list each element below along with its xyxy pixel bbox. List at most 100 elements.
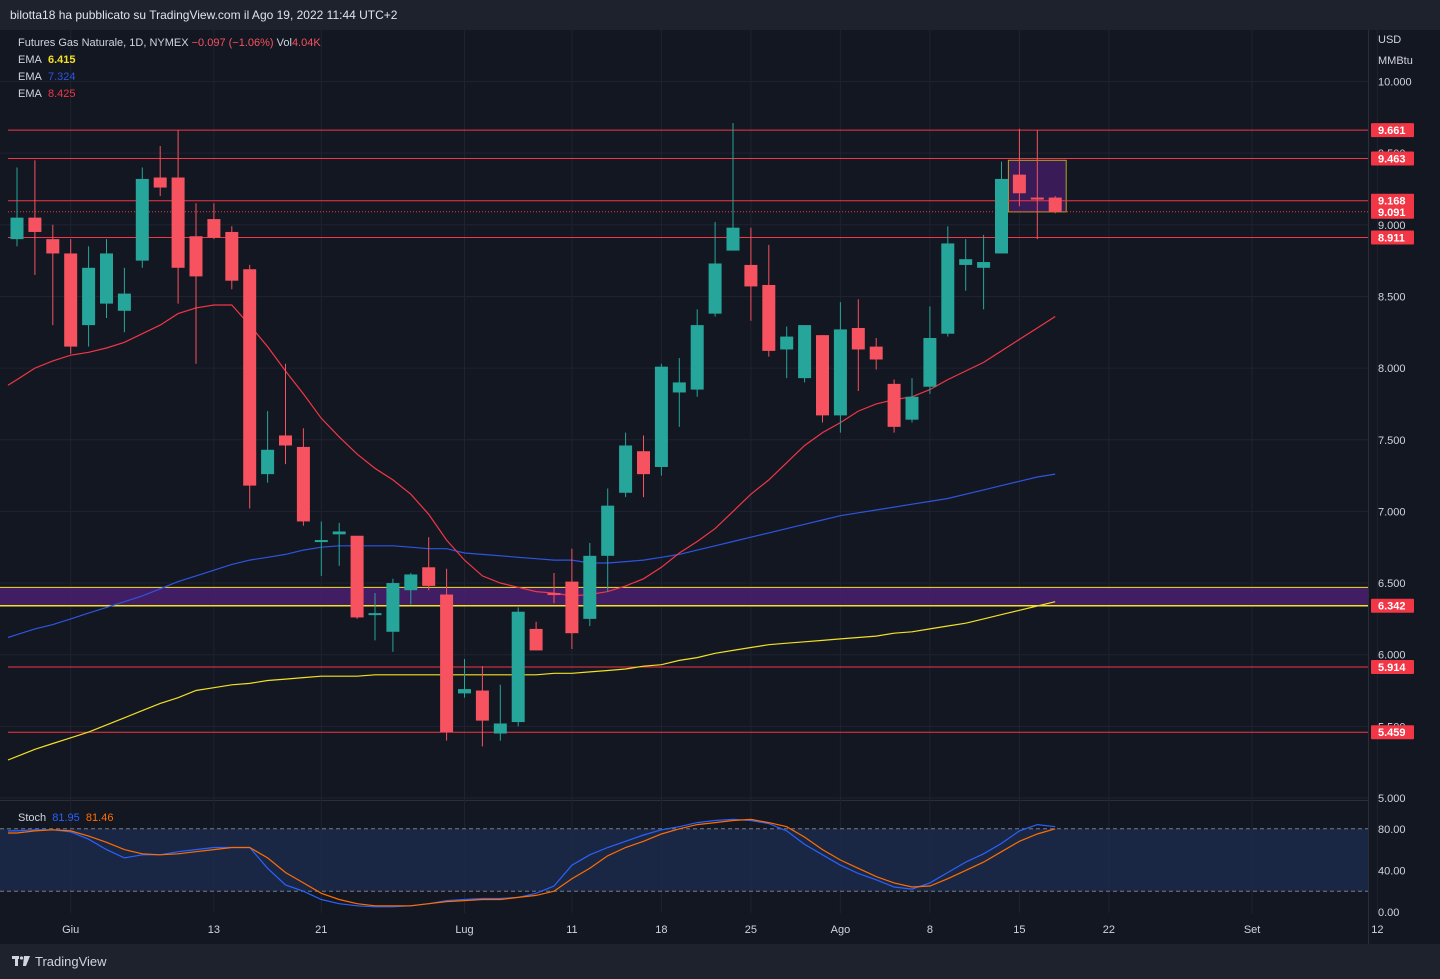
level-tag: 9.463 [1378, 153, 1406, 165]
candle [28, 160, 42, 275]
candle-body [117, 293, 131, 311]
currency-label: USD [1378, 34, 1402, 46]
candle-body [225, 231, 239, 281]
candle-body [583, 555, 597, 619]
candle [708, 221, 722, 317]
stoch-tick-label: 0.00 [1378, 907, 1399, 919]
candle-body [708, 263, 722, 314]
candle [941, 226, 955, 337]
candle [995, 161, 1008, 254]
level-tag-bg [1371, 725, 1414, 740]
zone-tag-bg [1371, 598, 1414, 613]
level-tag-bg [1371, 230, 1414, 245]
candle [82, 246, 96, 347]
ema-label: EMA [18, 88, 42, 100]
candle-body [475, 690, 489, 721]
candle [851, 299, 865, 392]
candle-body [995, 178, 1008, 254]
ema-value-1: 6.415 [47, 54, 76, 66]
candle [905, 378, 919, 423]
candle [583, 542, 597, 627]
candle-body [386, 583, 400, 632]
unit-label: MMBtu [1378, 55, 1413, 67]
last-price-tag-bg [1371, 204, 1414, 219]
stoch-tick-label: 80.00 [1378, 824, 1406, 836]
chart-area[interactable]: 10.0009.5009.0008.5008.0007.5007.0006.50… [0, 30, 1440, 944]
candle-body [440, 594, 454, 733]
candle-body [100, 253, 113, 304]
stoch-band [0, 828, 1368, 892]
support-zone [0, 587, 1368, 606]
stoch-tick-label: 40.00 [1378, 865, 1406, 877]
stoch-k-line [8, 818, 1056, 908]
candle [833, 302, 847, 433]
y-tick-label: 5.000 [1378, 793, 1406, 805]
candle [869, 338, 883, 370]
candle-body [887, 383, 901, 427]
x-tick-label: Giu [62, 924, 79, 936]
candle [601, 488, 615, 592]
candle [135, 167, 149, 268]
footer-bar [0, 944, 1440, 979]
stoch-d-value: 81.46 [85, 812, 114, 824]
candle-body [332, 531, 346, 535]
y-tick-label: 10.000 [1378, 77, 1412, 89]
candle-body [869, 346, 883, 360]
candle-body [726, 227, 740, 251]
price-pane [0, 30, 1368, 800]
volume-value: 4.04K [291, 37, 321, 49]
candle-body [851, 327, 865, 350]
y-tick-label: 7.500 [1378, 435, 1406, 447]
x-tick-label: 11 [566, 924, 577, 936]
level-tag-bg [1371, 193, 1414, 208]
candle [798, 325, 812, 383]
x-tick-label: Set [1244, 924, 1261, 936]
candle-body [672, 382, 686, 393]
y-tick-label: 7.000 [1378, 506, 1406, 518]
candle [189, 203, 203, 364]
candle-body [189, 236, 203, 277]
candle [654, 363, 668, 476]
candle [565, 548, 579, 649]
candle-body [833, 329, 847, 416]
level-tag: 9.168 [1378, 196, 1406, 208]
x-tick-label: Ago [831, 924, 851, 936]
candle [261, 411, 275, 483]
candle [314, 521, 328, 576]
candle [726, 123, 740, 251]
x-tick-label: 25 [745, 924, 757, 936]
symbol-name: Futures Gas Naturale, 1D, NYMEX [18, 37, 189, 49]
candle-body [744, 264, 758, 287]
candle-body [153, 177, 167, 188]
level-tag: 5.459 [1378, 727, 1406, 739]
candle-body [46, 239, 60, 254]
candle-body [1048, 197, 1062, 212]
candle-body [690, 325, 704, 390]
candle-body [654, 366, 668, 467]
stoch-label: Stoch [18, 812, 47, 824]
candle [816, 335, 829, 423]
candle-body [619, 445, 633, 493]
x-tick-label: Lug [455, 924, 473, 936]
level-tag-bg [1371, 123, 1414, 138]
ema-value-3: 8.425 [47, 88, 76, 100]
candle-body [296, 446, 310, 522]
brand[interactable]: TradingView [12, 954, 107, 969]
candle-body [422, 567, 436, 586]
x-tick-label: 12 [1371, 924, 1383, 936]
price-change: −0.097 (−1.06%) [191, 37, 274, 49]
candle [923, 306, 937, 394]
candle [296, 428, 310, 526]
candle-body [923, 338, 937, 387]
candle [762, 244, 776, 357]
candle [619, 432, 633, 498]
candle-body [493, 723, 507, 734]
candle-body [905, 396, 919, 420]
level-tag: 8.911 [1378, 233, 1405, 245]
candle-body [171, 177, 185, 268]
candle [404, 573, 418, 605]
candle [243, 264, 257, 509]
y-tick-label: 9.000 [1378, 220, 1406, 232]
y-tick-label: 6.000 [1378, 650, 1406, 662]
ema-row-3: EMA 8.425 [18, 86, 321, 103]
